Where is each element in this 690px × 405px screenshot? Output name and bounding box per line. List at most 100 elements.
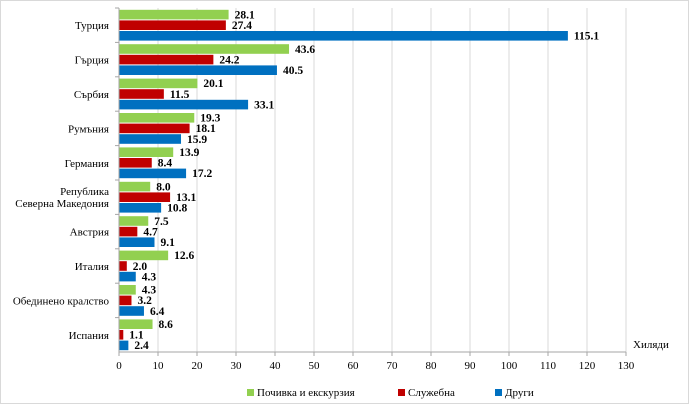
data-label: 33.1 xyxy=(254,99,274,111)
bar xyxy=(119,78,198,89)
bar xyxy=(119,237,155,247)
x-tick-label: 130 xyxy=(618,360,635,372)
data-label: 27.4 xyxy=(232,20,252,32)
category-label: Германия xyxy=(65,158,109,170)
data-label: 4.3 xyxy=(142,271,157,283)
x-tick-label: 20 xyxy=(192,360,204,372)
category-label: Сърбия xyxy=(74,89,109,101)
data-label: 6.4 xyxy=(150,306,165,318)
x-tick-label: 80 xyxy=(426,360,438,372)
data-label: 9.1 xyxy=(160,237,175,249)
data-label: 7.5 xyxy=(154,216,169,228)
bar xyxy=(119,113,195,123)
legend-label: Други xyxy=(505,387,534,399)
data-label: 24.2 xyxy=(219,54,239,66)
x-tick-label: 90 xyxy=(465,360,477,372)
data-label: 2.4 xyxy=(134,340,149,352)
gridlines xyxy=(115,7,627,356)
legend: Почивка и екскурзия Служебна Други xyxy=(247,387,534,399)
bar xyxy=(119,20,226,30)
category-label: Турция xyxy=(75,20,109,32)
data-label: 4.7 xyxy=(143,226,158,238)
bar xyxy=(119,147,174,157)
data-label: 17.2 xyxy=(192,168,212,180)
data-label: 1.1 xyxy=(129,330,144,342)
legend-swatch xyxy=(398,389,405,396)
bar xyxy=(119,9,229,20)
legend-swatch xyxy=(495,389,502,396)
bar xyxy=(119,285,136,295)
bar xyxy=(119,295,132,306)
x-axis-title: Хиляди xyxy=(633,339,669,351)
data-label: 115.1 xyxy=(574,31,599,43)
legend-label: Почивка и екскурзия xyxy=(257,387,355,399)
bar xyxy=(119,330,124,340)
category-labels: Турция Гърция Сърбия Румъния Германия Републи… xyxy=(13,20,110,342)
category-label: Италия xyxy=(75,261,109,273)
x-tick-label: 0 xyxy=(116,360,122,372)
category-label: Северна Македония xyxy=(15,198,109,210)
x-tick-label: 60 xyxy=(348,360,360,372)
category-label: Обединено кралство xyxy=(13,295,110,307)
bar xyxy=(119,168,187,179)
bar xyxy=(119,158,152,168)
bar xyxy=(119,306,144,316)
data-label: 8.6 xyxy=(159,319,174,331)
bar xyxy=(119,250,169,261)
data-label: 10.8 xyxy=(167,203,187,215)
data-label: 11.5 xyxy=(170,89,190,101)
data-label: 13.9 xyxy=(179,147,199,159)
bar xyxy=(119,226,138,237)
data-label: 4.3 xyxy=(142,285,157,297)
bar xyxy=(119,192,171,202)
data-label: 19.3 xyxy=(200,113,220,125)
category-label: Република xyxy=(60,186,109,198)
bar xyxy=(119,123,190,134)
bar xyxy=(119,181,151,192)
x-tick-label: 50 xyxy=(309,360,321,372)
bar xyxy=(119,31,568,41)
data-label: 18.1 xyxy=(196,123,216,135)
bar xyxy=(119,319,153,329)
data-label: 20.1 xyxy=(203,78,223,90)
bar xyxy=(119,340,129,351)
legend-swatch xyxy=(247,389,254,396)
bar xyxy=(119,99,249,110)
bars xyxy=(119,9,568,351)
x-tick-label: 110 xyxy=(540,360,557,372)
x-tick-label: 120 xyxy=(579,360,596,372)
data-label: 8.4 xyxy=(158,158,173,170)
bar xyxy=(119,89,164,99)
x-tick-label: 40 xyxy=(270,360,282,372)
data-label: 8.0 xyxy=(156,181,171,193)
bar xyxy=(119,203,162,213)
data-label: 3.2 xyxy=(137,295,152,307)
bar xyxy=(119,54,214,65)
bar xyxy=(119,216,149,226)
x-tick-label: 30 xyxy=(231,360,243,372)
bar xyxy=(119,134,182,144)
bar xyxy=(119,261,127,271)
category-label: Гърция xyxy=(75,55,109,67)
data-label: 12.6 xyxy=(174,250,194,262)
data-label: 40.5 xyxy=(283,65,303,77)
bar xyxy=(119,65,277,75)
data-label: 43.6 xyxy=(295,44,315,56)
x-tick-label: 100 xyxy=(501,360,518,372)
data-label: 15.9 xyxy=(187,134,207,146)
legend-label: Служебна xyxy=(408,387,455,399)
bar xyxy=(119,44,290,54)
data-labels: 28.127.4 115.1 43.6 24.2 40.5 20.1 11.5 33.1 19.… xyxy=(129,9,599,352)
data-label: 28.1 xyxy=(235,9,255,21)
category-label: Румъния xyxy=(68,123,109,135)
category-label: Австрия xyxy=(70,227,109,239)
data-label: 2.0 xyxy=(133,261,148,273)
x-tick-label: 70 xyxy=(387,360,399,372)
bar xyxy=(119,271,136,282)
x-tick-label: 10 xyxy=(153,360,165,372)
x-tick-labels: 0 10 20 30 40 50 60 70 80 90 100 110 120 130 xyxy=(116,360,635,372)
category-label: Испания xyxy=(69,330,109,342)
data-label: 13.1 xyxy=(176,192,196,204)
